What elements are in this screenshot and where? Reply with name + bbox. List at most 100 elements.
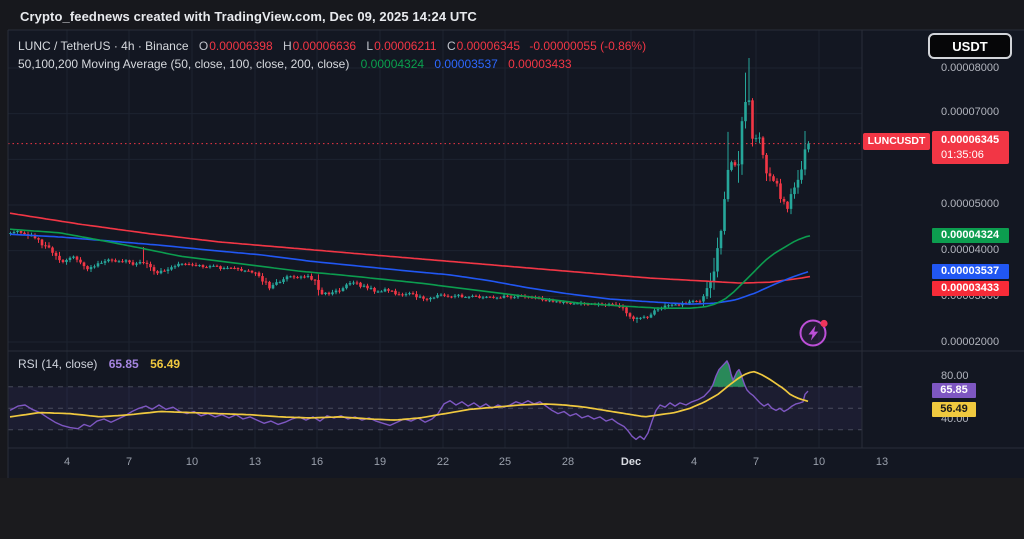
candle-body (513, 297, 516, 299)
symbol-legend-row[interactable]: LUNC / TetherUS · 4h · Binance O0.000063… (18, 37, 646, 55)
candle-body (411, 293, 415, 295)
rsi-band (8, 386, 862, 430)
candle-body (33, 235, 37, 239)
candle-body (261, 276, 264, 282)
candle-body (128, 260, 131, 263)
candle-body (303, 276, 306, 278)
candle-body (114, 260, 117, 262)
time-axis-label: 4 (690, 456, 698, 468)
candle-body (79, 259, 82, 263)
attribution-text: Crypto_feednews created with TradingView… (20, 9, 477, 24)
candle-body (544, 300, 548, 302)
candle-body (149, 263, 152, 268)
candle-body (96, 263, 100, 267)
candle-body (506, 295, 509, 297)
candle-body (705, 288, 709, 297)
ma-indicator-label[interactable]: 50,100,200 Moving Average (50, close, 10… (18, 57, 350, 71)
candle-body (222, 268, 226, 270)
candle-body (747, 100, 751, 102)
candle-body (54, 252, 58, 256)
symbol-title[interactable]: LUNC / TetherUS · 4h · Binance (18, 39, 189, 53)
candle-body (359, 282, 362, 287)
candle-body (264, 281, 268, 283)
price-line-symbol-badge: LUNCUSDT (863, 133, 930, 150)
candle-body (730, 162, 733, 170)
candle-body (548, 300, 551, 302)
candle-body (670, 304, 674, 306)
candle-body (341, 288, 345, 292)
price-scale-label: 0.00004000 (941, 243, 1000, 256)
candle-body (138, 262, 142, 264)
rsi-ma-value: 56.49 (150, 357, 181, 371)
candle-body (107, 259, 110, 262)
candle-body (478, 296, 481, 298)
candle-body (121, 261, 124, 263)
candle-body (761, 137, 765, 155)
rsi-legend-row[interactable]: RSI (14, close) 65.85 56.49 (18, 355, 180, 373)
candle-body (159, 270, 163, 274)
candle-body (219, 266, 222, 269)
candle-body (348, 283, 352, 285)
candle-body (765, 154, 768, 174)
candle-body (285, 276, 289, 280)
candle-body (135, 263, 138, 265)
footer-bar: TradingView (0, 478, 1024, 539)
candle-body (268, 281, 271, 289)
bar-countdown: 01:35:06 (941, 149, 984, 161)
candle-body (313, 279, 317, 281)
candle-body (387, 289, 390, 291)
candle-body (257, 272, 261, 277)
candle-body (145, 262, 149, 264)
candle-body (677, 304, 681, 306)
time-axis-label: 22 (436, 456, 450, 468)
high-label: H (282, 39, 292, 53)
candle-body (439, 294, 443, 296)
candle-body (152, 267, 156, 272)
candle-body (100, 262, 103, 264)
time-axis-label: 10 (185, 456, 199, 468)
candle-body (233, 267, 236, 269)
price-scale-label: 0.00008000 (941, 61, 1000, 74)
candle-body (215, 265, 219, 267)
lightning-marker-icon[interactable] (796, 314, 832, 350)
candle-body (320, 289, 324, 295)
currency-toggle-button[interactable]: USDT (928, 33, 1012, 59)
candle-body (565, 301, 569, 303)
candle-body (184, 263, 187, 265)
low-value: 0.00006211 (374, 39, 437, 53)
time-axis-label: 4 (63, 456, 71, 468)
candle-body (415, 294, 418, 298)
time-axis-label: 19 (373, 456, 387, 468)
candle-body (768, 173, 772, 177)
candle-body (397, 294, 401, 296)
candle-body (177, 263, 180, 267)
candle-body (775, 180, 779, 184)
candle-body (481, 297, 485, 299)
ma-value-badge: 0.00003537 (932, 264, 1009, 279)
candle-body (698, 301, 702, 303)
candle-body (611, 303, 614, 305)
candle-body (691, 300, 695, 302)
candle-body (408, 293, 411, 295)
ma-value-badge: 0.00004324 (932, 228, 1009, 243)
candle-body (485, 296, 488, 298)
candle-body (187, 264, 191, 266)
rsi-indicator-label[interactable]: RSI (14, close) (18, 357, 98, 371)
candle-body (65, 259, 68, 263)
ma50-line (9, 228, 811, 309)
candle-body (793, 187, 796, 195)
candle-body (807, 143, 810, 150)
candle-body (310, 275, 313, 280)
ma-legend-row[interactable]: 50,100,200 Moving Average (50, close, 10… (18, 55, 646, 73)
candle-body (271, 284, 275, 289)
candle-body (212, 265, 215, 267)
candle-body (16, 230, 19, 233)
candle-body (194, 264, 198, 266)
candle-body (467, 296, 471, 298)
candle-body (450, 296, 453, 298)
candle-body (460, 294, 464, 298)
candle-body (667, 305, 670, 307)
candle-body (772, 176, 775, 181)
candle-body (586, 304, 590, 306)
